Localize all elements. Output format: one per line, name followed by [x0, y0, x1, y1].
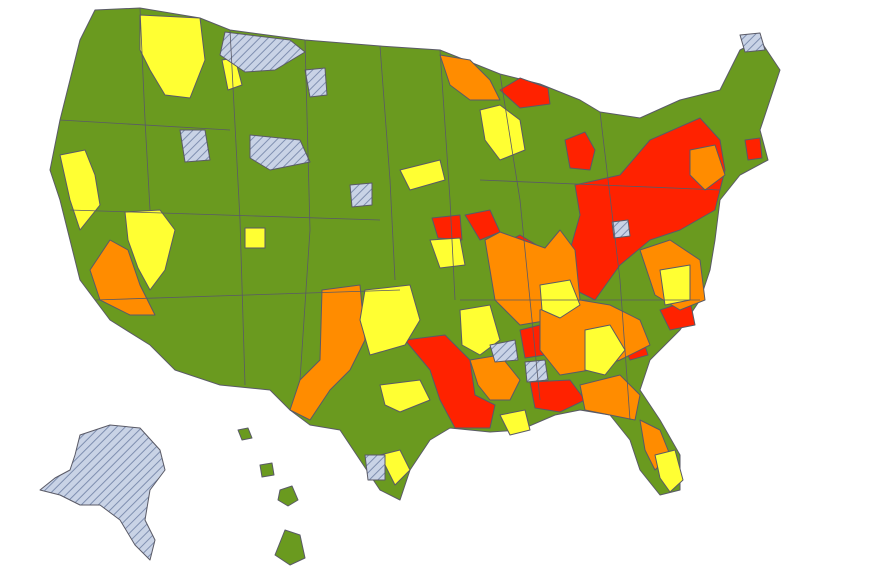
region-nodata-north-dakota — [304, 67, 328, 98]
region-nodata-nebraska — [349, 182, 373, 208]
region-yellow-kentucky — [539, 279, 581, 319]
region-red-michigan — [564, 131, 596, 171]
region-nodata-wyoming — [249, 134, 311, 171]
region-nodata-mississippi — [524, 359, 549, 383]
alaska — [39, 424, 166, 561]
region-yellow-oklahoma — [359, 284, 421, 356]
hawaii-maui — [277, 485, 299, 507]
region-orange-minnesota — [439, 54, 501, 101]
region-nodata-arkansas — [489, 339, 519, 363]
region-yellow-arkansas — [459, 304, 501, 356]
region-red-upper-peninsula — [499, 77, 551, 109]
region-orange-gulf-coast — [579, 374, 641, 421]
region-yellow-kansas-east — [429, 237, 466, 269]
region-yellow-florida-south — [654, 449, 684, 493]
region-red-mississippi-delta — [404, 334, 496, 429]
region-nodata-ohio — [611, 219, 631, 239]
contiguous-us-base — [49, 7, 781, 501]
region-nodata-montana-north — [219, 31, 306, 73]
region-yellow-california-north — [59, 149, 101, 231]
region-red-new-england — [744, 137, 763, 161]
region-yellow-carolina — [659, 264, 691, 306]
region-yellow-georgia-north — [584, 324, 626, 376]
region-yellow-south-texas — [379, 449, 411, 486]
region-yellow-nebraska — [399, 159, 446, 191]
region-red-alabama — [529, 379, 586, 413]
region-yellow-colorado — [244, 227, 266, 249]
region-orange-pennsylvania — [689, 144, 726, 191]
region-nodata-maine — [739, 32, 766, 53]
region-nodata-texas — [364, 454, 386, 481]
region-orange-southwest — [89, 239, 156, 316]
region-yellow-gulf — [499, 409, 531, 436]
hawaii-oahu — [259, 462, 275, 478]
region-yellow-texas-east — [379, 379, 431, 413]
region-nodata-idaho — [179, 129, 211, 163]
region-yellow-michigan — [479, 104, 526, 161]
hawaii-kauai — [237, 427, 253, 441]
subregion-boundaries — [59, 7, 721, 421]
hawaii-big-island — [274, 529, 306, 566]
